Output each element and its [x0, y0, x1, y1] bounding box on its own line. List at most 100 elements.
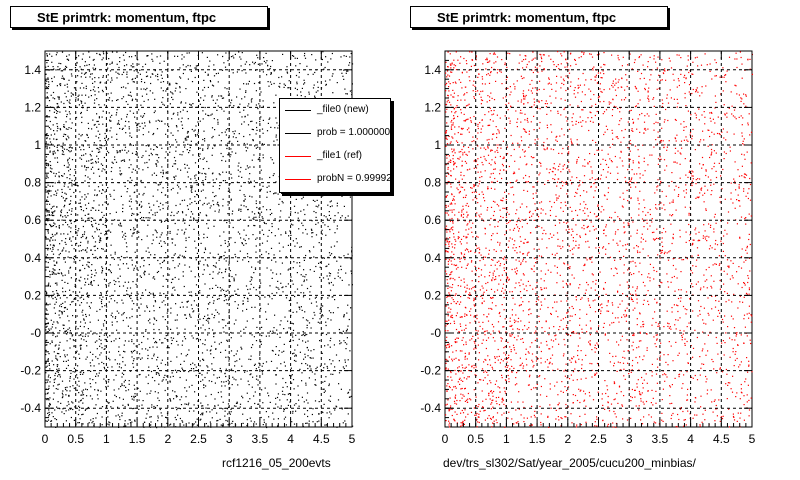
- scatter-point: [560, 98, 562, 100]
- scatter-point: [133, 397, 135, 399]
- scatter-point: [71, 159, 74, 161]
- scatter-point: [187, 118, 189, 120]
- scatter-point: [156, 128, 159, 130]
- scatter-point: [53, 333, 55, 335]
- scatter-point: [143, 421, 146, 423]
- scatter-point: [128, 419, 130, 421]
- scatter-point: [143, 426, 145, 428]
- scatter-point: [270, 83, 273, 85]
- scatter-point: [258, 362, 260, 364]
- scatter-point: [521, 226, 523, 228]
- scatter-point: [140, 201, 142, 203]
- scatter-point: [316, 366, 318, 368]
- scatter-point: [129, 317, 131, 319]
- scatter-point: [84, 284, 86, 286]
- scatter-point: [240, 237, 242, 239]
- scatter-point: [203, 237, 205, 239]
- scatter-point: [166, 375, 168, 377]
- scatter-point: [207, 148, 209, 150]
- scatter-point: [256, 54, 258, 56]
- scatter-point: [212, 191, 214, 194]
- scatter-point: [330, 217, 332, 220]
- scatter-point: [307, 73, 309, 76]
- scatter-point: [45, 146, 47, 148]
- scatter-point: [330, 200, 332, 202]
- scatter-point: [84, 61, 86, 63]
- scatter-point: [638, 409, 640, 411]
- scatter-point: [204, 140, 206, 142]
- scatter-point: [350, 395, 352, 397]
- scatter-point: [114, 317, 116, 319]
- scatter-point: [163, 260, 165, 262]
- scatter-point: [188, 266, 191, 268]
- scatter-point: [98, 175, 101, 177]
- scatter-point: [306, 333, 308, 336]
- scatter-point: [133, 395, 135, 397]
- scatter-point: [181, 255, 183, 257]
- scatter-point: [318, 204, 320, 206]
- scatter-point: [51, 225, 53, 227]
- scatter-point: [111, 51, 114, 53]
- scatter-point: [216, 311, 219, 313]
- scatter-point: [206, 236, 208, 238]
- scatter-point: [343, 315, 345, 317]
- scatter-point: [168, 126, 170, 128]
- scatter-point: [617, 317, 619, 319]
- scatter-point: [67, 233, 69, 235]
- scatter-point: [118, 337, 121, 339]
- scatter-point: [729, 150, 731, 152]
- scatter-point: [289, 374, 291, 377]
- scatter-point: [223, 289, 225, 291]
- scatter-point: [225, 52, 227, 54]
- scatter-point: [314, 95, 316, 97]
- scatter-point: [174, 253, 176, 255]
- scatter-point: [157, 119, 159, 121]
- scatter-point: [45, 420, 47, 422]
- scatter-point: [328, 263, 330, 265]
- scatter-point: [279, 198, 281, 200]
- scatter-point: [220, 371, 222, 373]
- scatter-point: [328, 399, 330, 401]
- scatter-point: [59, 330, 61, 332]
- scatter-point: [192, 213, 194, 215]
- scatter-point: [551, 236, 553, 238]
- scatter-point: [88, 51, 90, 53]
- scatter-point: [135, 283, 137, 285]
- scatter-point: [82, 389, 85, 391]
- scatter-point: [282, 291, 284, 293]
- scatter-point: [81, 94, 83, 96]
- scatter-point: [73, 419, 75, 421]
- scatter-point: [161, 71, 163, 73]
- scatter-point: [52, 153, 54, 155]
- scatter-point: [235, 353, 237, 355]
- scatter-point: [586, 313, 588, 315]
- scatter-point: [276, 329, 278, 331]
- scatter-point: [265, 52, 267, 54]
- scatter-point: [283, 83, 285, 85]
- scatter-point: [53, 194, 55, 196]
- scatter-point: [157, 75, 159, 78]
- scatter-point: [270, 65, 272, 68]
- scatter-point: [519, 206, 521, 208]
- scatter-point: [350, 52, 352, 55]
- scatter-point: [69, 380, 71, 382]
- scatter-point: [77, 300, 79, 302]
- scatter-point: [267, 392, 269, 394]
- scatter-point: [748, 312, 750, 314]
- scatter-point: [315, 91, 317, 93]
- scatter-point: [236, 360, 238, 362]
- scatter-point: [187, 300, 189, 302]
- scatter-point: [75, 351, 77, 354]
- scatter-point: [451, 246, 454, 248]
- scatter-point: [311, 413, 313, 416]
- scatter-point: [72, 385, 74, 387]
- scatter-point: [125, 390, 127, 392]
- scatter-point: [216, 109, 218, 111]
- scatter-point: [121, 415, 123, 417]
- scatter-point: [244, 239, 246, 242]
- scatter-point: [71, 183, 73, 185]
- scatter-point: [527, 280, 529, 282]
- scatter-point: [45, 361, 47, 363]
- scatter-point: [446, 154, 448, 157]
- scatter-point: [172, 238, 174, 240]
